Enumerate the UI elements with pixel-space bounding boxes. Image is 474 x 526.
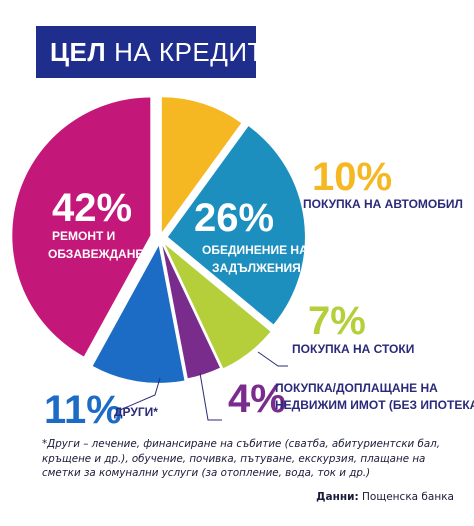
- pie-slice-property: [162, 245, 220, 379]
- leader-line-property: [199, 372, 222, 421]
- source-credit: Данни: Пощенска банка: [316, 491, 454, 503]
- source-label: Данни:: [316, 491, 359, 503]
- chart-title-light: НА КРЕДИТА: [114, 36, 281, 67]
- pct-label-goods: 7%: [308, 299, 366, 343]
- text-label-goods: ПОКУПКА НА СТОКИ: [292, 342, 414, 356]
- pct-label-other: 11%: [44, 388, 122, 432]
- pie-slice-goods: [164, 244, 271, 369]
- pct-label-property: 4%: [228, 377, 286, 421]
- text-label-debt-2: ЗАДЪЛЖЕНИЯ: [212, 261, 301, 275]
- chart-title-bold: ЦЕЛ: [50, 36, 107, 67]
- leader-line-other: [119, 377, 161, 411]
- pct-label-renovation: 42%: [52, 186, 132, 230]
- pie-slice-debt: [167, 126, 305, 325]
- text-label-renovation-2: ОБЗАВЕЖДАНЕ: [48, 247, 143, 261]
- text-label-property-1: ПОКУПКА/ДОПЛАЩАНЕ НА: [275, 381, 438, 395]
- pie-slice-auto: [161, 97, 242, 233]
- text-label-debt-1: ОБЕДИНЕНИЕ НА: [202, 243, 308, 257]
- footnote: *Други – лечение, финансиране на събитие…: [42, 438, 441, 479]
- text-label-property-2: НЕДВИЖИМ ИМОТ (БЕЗ ИПОТЕКА): [275, 398, 474, 412]
- pct-label-auto: 10%: [312, 155, 392, 199]
- chart-title: ЦЕЛ НА КРЕДИТА: [36, 26, 280, 78]
- pie-slice-renovation: [12, 97, 151, 357]
- leader-line-goods: [257, 351, 288, 367]
- text-label-renovation-1: РЕМОНТ И: [52, 229, 115, 243]
- text-label-other: ДРУГИ*: [114, 405, 158, 419]
- source-value: Пощенска банка: [362, 491, 454, 503]
- pct-label-debt: 26%: [194, 196, 274, 240]
- pie-slice-other: [92, 245, 185, 383]
- text-label-auto: ПОКУПКА НА АВТОМОБИЛ: [303, 197, 463, 211]
